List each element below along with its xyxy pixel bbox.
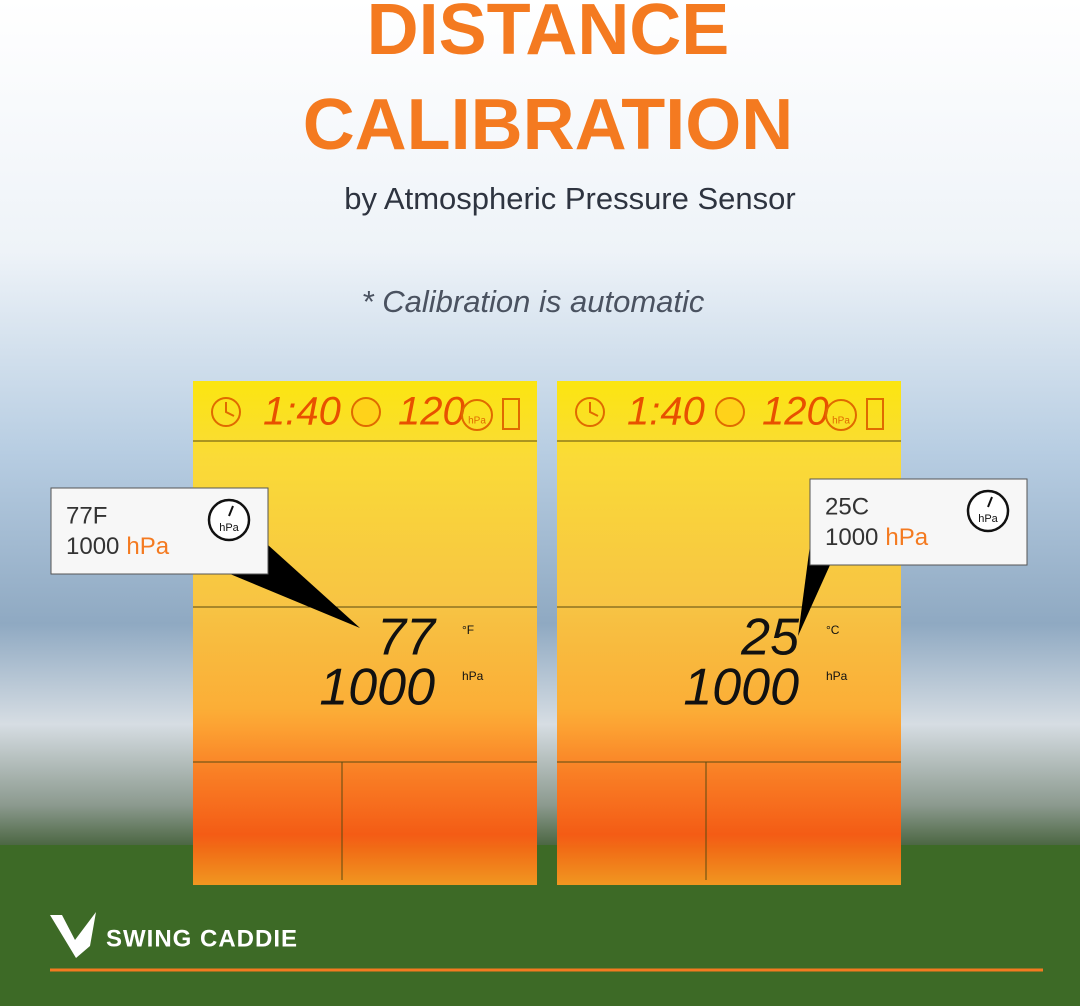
note: * Calibration is automatic — [362, 284, 705, 319]
lcd-time: 1:40 — [263, 390, 341, 434]
callout-pressure-line: 1000 hPa — [825, 524, 929, 551]
clock-hand — [589, 402, 599, 417]
lcd-time: 1:40 — [627, 390, 705, 434]
brand-logo — [50, 912, 96, 958]
clock-icon — [575, 397, 605, 427]
lcd-count: 120 — [762, 390, 829, 434]
callout-pressure: 1000 — [66, 533, 119, 560]
gauge-label: hPa — [468, 416, 486, 427]
pressure-unit: hPa — [462, 669, 484, 683]
temperature-reading: 25 — [740, 609, 800, 667]
callout-pressure: 1000 — [825, 524, 878, 551]
temperature-reading: 77 — [377, 609, 437, 667]
callout-temperature: 25C — [825, 493, 869, 520]
callout-gauge-needle — [987, 496, 993, 508]
lcd-count: 120 — [398, 390, 465, 434]
callout-gauge-needle — [228, 505, 234, 517]
subtitle: by Atmospheric Pressure Sensor — [344, 181, 795, 216]
pressure-reading: 1000 — [683, 659, 799, 717]
clock-icon — [211, 397, 241, 427]
gauge-icon — [461, 399, 493, 431]
callout-pressure-unit: hPa — [126, 533, 169, 560]
lcd-screen — [193, 381, 537, 885]
lcd-screen — [557, 381, 901, 885]
battery-icon — [866, 398, 884, 430]
title: CALIBRATION — [303, 85, 794, 165]
ball-icon — [715, 397, 745, 427]
gauge-icon — [825, 399, 857, 431]
gauge-label: hPa — [832, 416, 850, 427]
callout-temperature: 77F — [66, 502, 107, 529]
ball-icon — [351, 397, 381, 427]
brand: SWING CADDIE — [106, 925, 298, 952]
callout-pointer — [798, 545, 830, 636]
pressure-unit: hPa — [826, 669, 848, 683]
temperature-unit: °C — [826, 623, 840, 637]
callout-pressure-line: 1000 hPa — [66, 533, 170, 560]
callout-gauge-label: hPa — [219, 522, 239, 534]
callout-gauge — [966, 489, 1010, 533]
callout-pressure-unit: hPa — [885, 524, 928, 551]
title: DISTANCE — [367, 0, 730, 70]
callout-gauge-label: hPa — [978, 513, 998, 525]
battery-icon — [502, 398, 520, 430]
clock-hand — [225, 402, 235, 417]
pressure-reading: 1000 — [319, 659, 435, 717]
callout-gauge — [207, 498, 251, 542]
temperature-unit: °F — [462, 623, 474, 637]
